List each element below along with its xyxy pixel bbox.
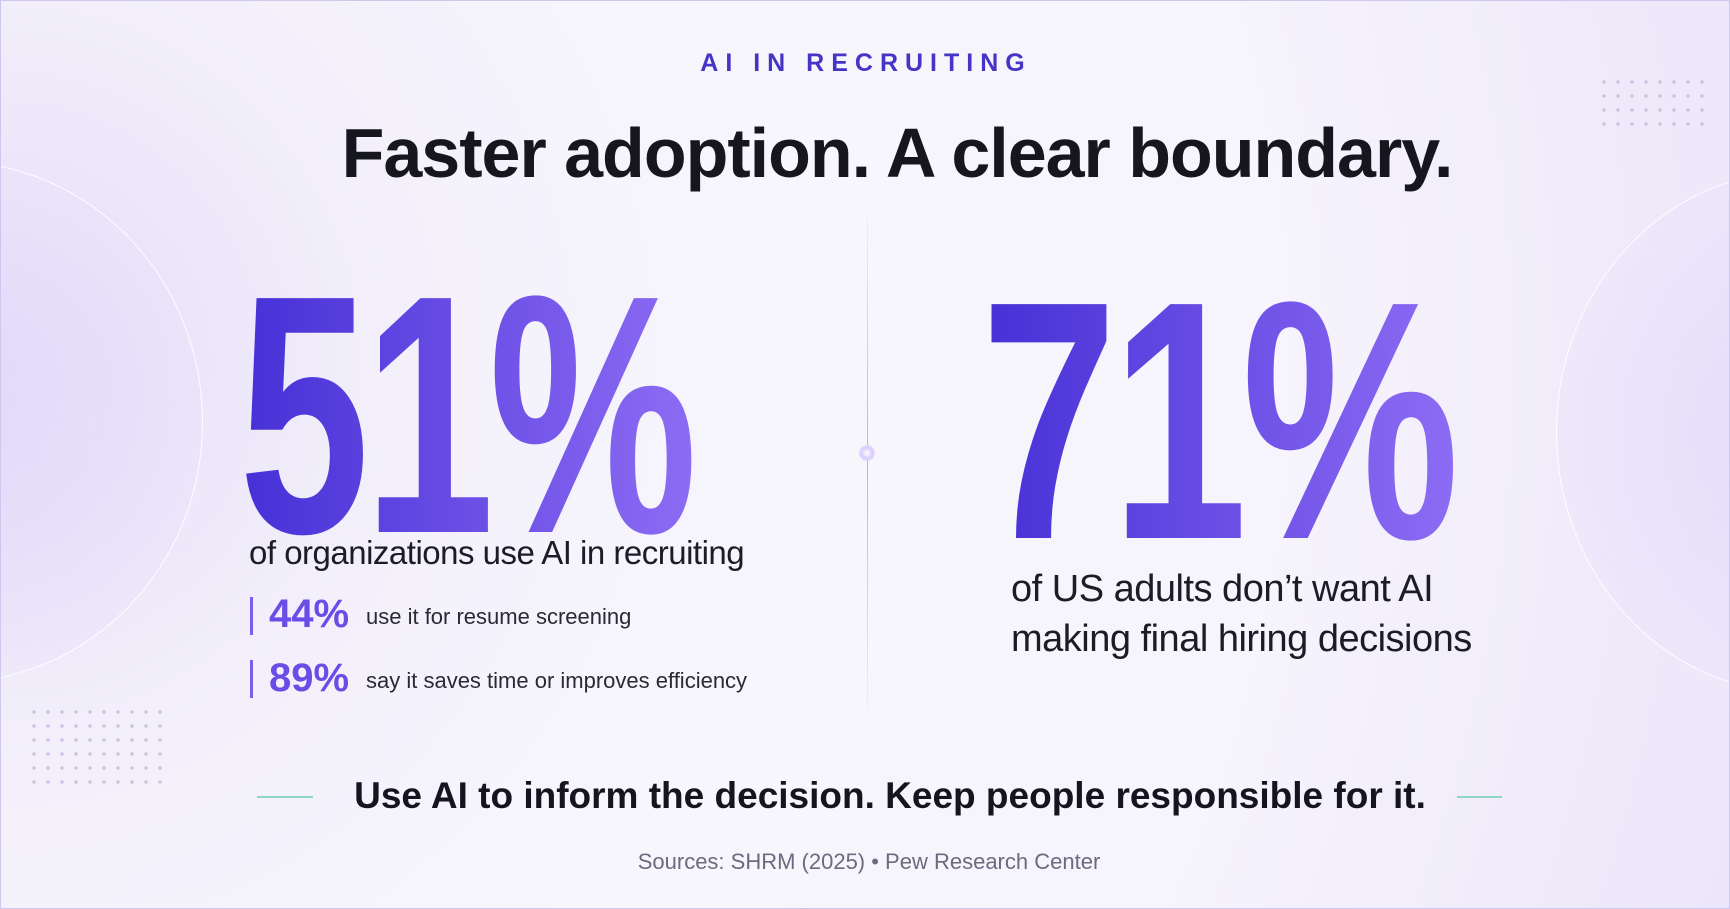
left-stat: 51% xyxy=(239,225,698,605)
right-caption: of US adults don’t want AI xyxy=(1011,568,1434,610)
title: Faster adoption. A clear boundary. xyxy=(341,114,1454,192)
eyebrow: AI IN RECRUITING xyxy=(700,49,1032,77)
takeaway-rule xyxy=(1457,796,1502,798)
takeaway: Use AI to inform the decision. Keep peop… xyxy=(354,775,1426,816)
left-caption: of organizations use AI in recruiting xyxy=(249,534,745,571)
divider xyxy=(867,216,868,707)
divider-glow xyxy=(859,445,875,461)
sources: Sources: SHRM (2025) • Pew Research Cent… xyxy=(637,849,1101,874)
right-stat: 71% xyxy=(981,231,1459,611)
detail-bar xyxy=(250,660,253,698)
detail-text: use it for resume screening xyxy=(366,604,632,629)
detail-stat: 44% xyxy=(269,592,350,636)
decor-circle xyxy=(1556,171,1729,693)
decor-dots xyxy=(27,705,167,789)
decor-dots xyxy=(1597,75,1709,131)
detail-bar xyxy=(250,597,253,635)
decor-circle xyxy=(1,161,203,683)
detail-text: say it saves time or improves efficiency xyxy=(366,668,748,693)
takeaway-rule xyxy=(257,796,313,798)
right-caption: making final hiring decisions xyxy=(1011,618,1472,660)
detail-stat: 89% xyxy=(269,656,350,700)
